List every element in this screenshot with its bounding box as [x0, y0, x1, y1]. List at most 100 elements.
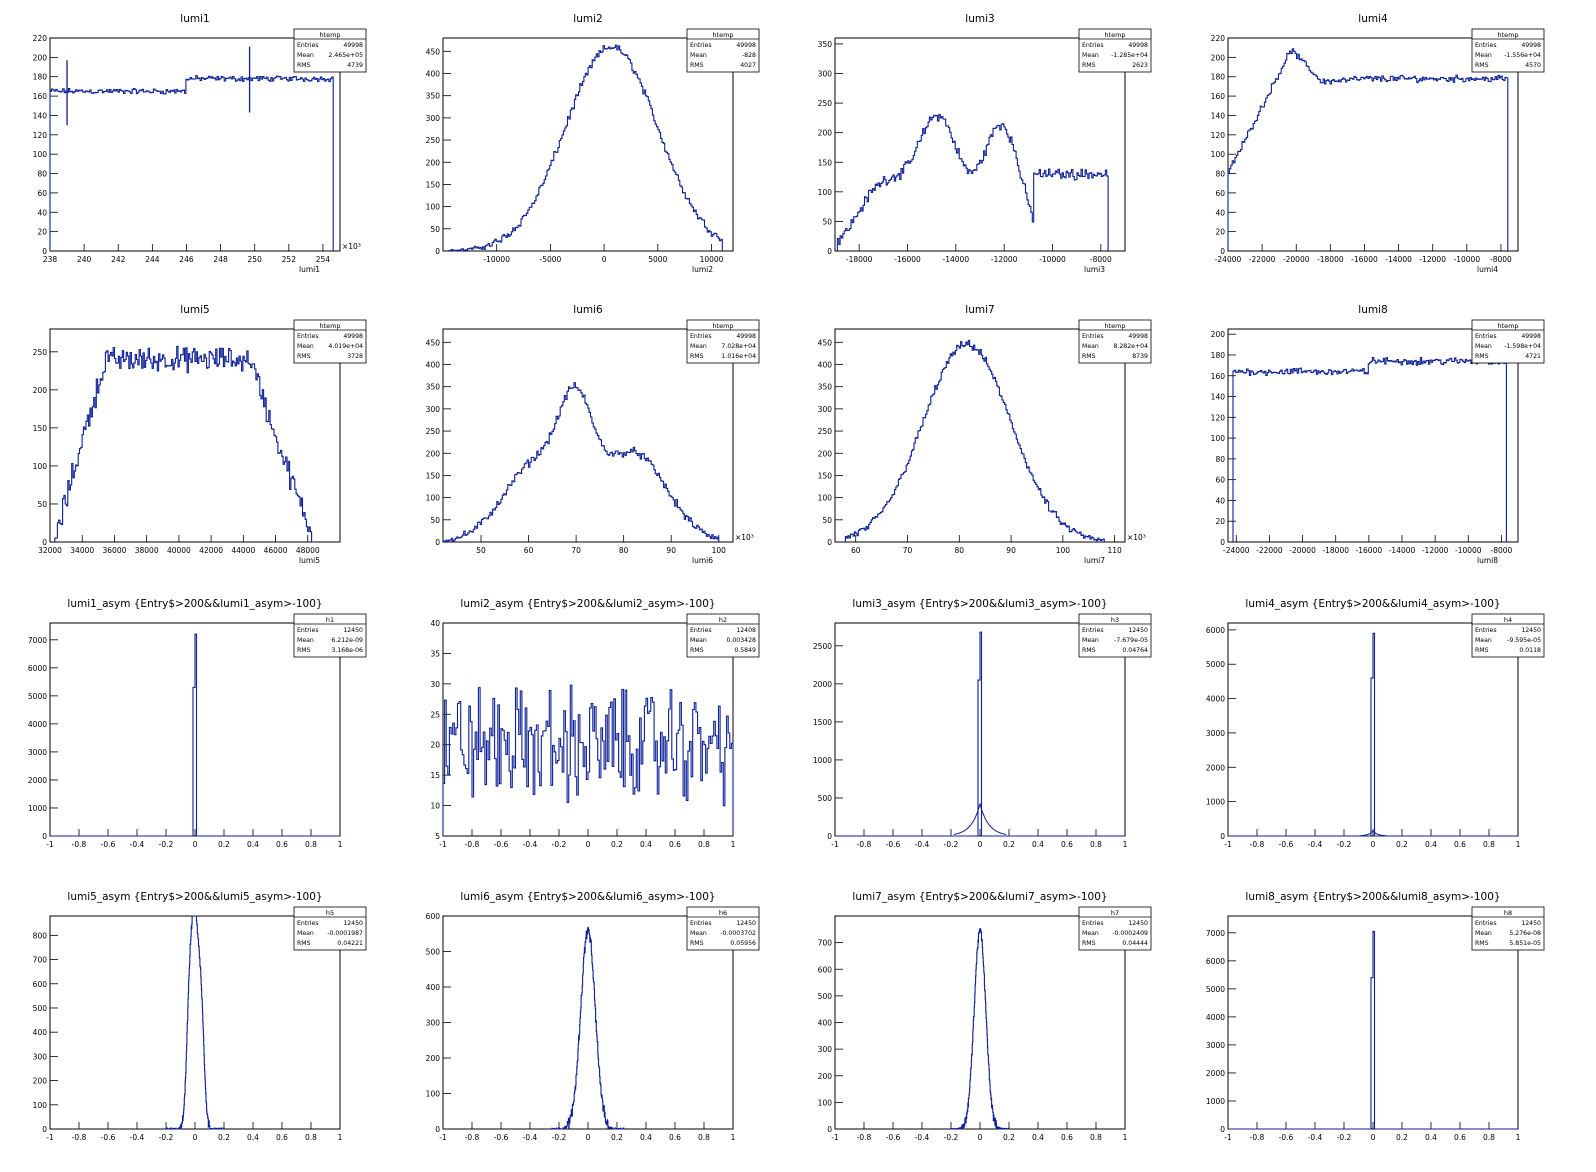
x-tick-label: -0.2 [552, 840, 567, 849]
y-tick-label: 40 [1215, 496, 1225, 505]
x-tick-label: 110 [1107, 546, 1122, 555]
histogram-panel-7: lumi7 0 50 100 150 200 250 300 350 400 450 60 70 80 90… [818, 304, 1152, 565]
stats-box: h4 Entries 12450 Mean -9.595e-05 RMS 0.0118 [1471, 613, 1545, 658]
x-tick-label: -1 [46, 840, 54, 849]
histogram-line [442, 684, 734, 836]
y-tick-label: 100 [1211, 434, 1226, 443]
stats-box-name: h8 [1504, 909, 1512, 917]
histogram-line [49, 75, 334, 251]
x-tick-label: -8000 [1491, 546, 1513, 555]
x-tick-label: 60 [524, 546, 534, 555]
histogram-line [1228, 930, 1518, 1130]
x-tick-label: -16000 [1351, 255, 1378, 264]
y-tick-label: 700 [818, 939, 833, 948]
x-tick-label: 0.8 [1483, 1133, 1495, 1142]
x-tick-label: -0.8 [465, 1133, 480, 1142]
stats-box: h3 Entries 12450 Mean -7.679e-05 RMS 0.04764 [1078, 613, 1152, 658]
y-tick-label: 40 [37, 208, 47, 217]
stats-box-name: h7 [1111, 909, 1119, 917]
x-tick-label: -24000 [1223, 546, 1250, 555]
x-tick-label: -18000 [1317, 255, 1344, 264]
y-tick-label: 450 [426, 47, 441, 56]
x-tick-label: -0.2 [944, 1133, 959, 1142]
histogram-line [447, 44, 723, 252]
x-tick-label: 1 [731, 1133, 736, 1142]
x-tick-label: 90 [666, 546, 676, 555]
x-tick-label: -0.2 [159, 1133, 174, 1142]
chart-title: lumi7_asym {Entry$>200&&lumi7_asym>-100} [852, 891, 1107, 903]
histogram-line [950, 928, 1010, 1130]
stats-box-name: htemp [1104, 322, 1125, 330]
stats-value: 4570 [1525, 62, 1541, 69]
y-tick-label: 0 [435, 247, 440, 256]
y-tick-label: 6000 [28, 664, 47, 673]
stats-label: Mean [1475, 930, 1492, 937]
x-tick-label: 0.4 [640, 840, 652, 849]
y-tick-label: 300 [426, 1019, 441, 1028]
stats-label: Entries [690, 627, 712, 634]
stats-label: RMS [690, 940, 704, 947]
x-axis-exponent: ×10³ [735, 533, 754, 542]
y-tick-label: 0 [1220, 832, 1225, 841]
x-tick-label: -0.6 [1279, 840, 1294, 849]
x-tick-label: 0.2 [1396, 840, 1408, 849]
x-tick-label: -22000 [1256, 546, 1283, 555]
stats-value: 49998 [343, 333, 363, 340]
x-tick-label: 246 [179, 255, 194, 264]
y-tick-label: 50 [37, 500, 47, 509]
y-tick-label: 250 [818, 427, 833, 436]
y-tick-label: 2000 [813, 680, 832, 689]
x-tick-label: 0.4 [1032, 840, 1044, 849]
x-tick-label: 0.6 [669, 840, 681, 849]
y-tick-label: 350 [426, 92, 441, 101]
stats-value: -9.595e-05 [1507, 637, 1541, 644]
y-tick-label: 100 [818, 1098, 833, 1107]
stats-box: h1 Entries 12450 Mean 6.212e-09 RMS 3.168e-06 [293, 613, 367, 658]
y-tick-label: 0 [827, 832, 832, 841]
x-tick-label: -14000 [943, 255, 970, 264]
y-tick-label: 0 [42, 1125, 47, 1134]
x-tick-label: 0.8 [305, 1133, 317, 1142]
y-tick-label: 200 [33, 53, 48, 62]
x-tick-label: 0.6 [276, 840, 288, 849]
x-tick-label: -0.4 [523, 1133, 538, 1142]
x-tick-label: -0.2 [552, 1133, 567, 1142]
chart-title: lumi8 [1358, 304, 1387, 316]
stats-value: 12408 [736, 627, 756, 634]
y-tick-label: 15 [430, 771, 440, 780]
plot-frame [834, 328, 1126, 543]
x-tick-label: -0.2 [159, 840, 174, 849]
stats-value: -7.679e-05 [1114, 637, 1148, 644]
x-tick-label: 0.2 [1003, 840, 1015, 849]
y-tick-label: 350 [426, 383, 441, 392]
stats-label: Mean [1475, 52, 1492, 59]
stats-value: -1.285e+04 [1111, 52, 1148, 59]
histogram-panel-11: lumi3_asym {Entry$>200&&lumi3_asym>-100}… [813, 598, 1152, 849]
stats-box-name: h4 [1504, 616, 1512, 624]
x-tick-label: 0.4 [640, 1133, 652, 1142]
histogram-panel-12: lumi4_asym {Entry$>200&&lumi4_asym>-100}… [1206, 598, 1545, 849]
y-tick-label: 500 [33, 1004, 48, 1013]
x-tick-label: 0.8 [305, 840, 317, 849]
y-tick-label: 0 [42, 538, 47, 547]
stats-box-name: h2 [719, 616, 727, 624]
x-tick-label: 250 [248, 255, 263, 264]
y-tick-label: 300 [426, 114, 441, 123]
stats-value: 0.04764 [1122, 647, 1148, 654]
histogram-panel-6: lumi6 0 50 100 150 200 250 300 350 400 450 50 60 70 80… [426, 304, 760, 565]
x-tick-label: 0.2 [218, 840, 230, 849]
stats-box: h8 Entries 12450 Mean 5.276e-08 RMS 5.851e-05 [1471, 906, 1545, 951]
chart-title: lumi6 [573, 304, 603, 316]
x-tick-label: 40000 [167, 546, 191, 555]
x-tick-label: 80 [619, 546, 629, 555]
y-tick-label: 50 [822, 217, 832, 226]
y-tick-label: 3000 [1206, 1041, 1225, 1050]
plot-frame [1227, 328, 1519, 543]
stats-value: 12450 [1521, 920, 1541, 927]
stats-value: 49998 [343, 42, 363, 49]
stats-value: 2623 [1132, 62, 1148, 69]
x-tick-label: 0 [1371, 1133, 1376, 1142]
y-tick-label: 350 [818, 40, 833, 49]
y-tick-label: 350 [818, 383, 833, 392]
stats-label: RMS [690, 62, 704, 69]
